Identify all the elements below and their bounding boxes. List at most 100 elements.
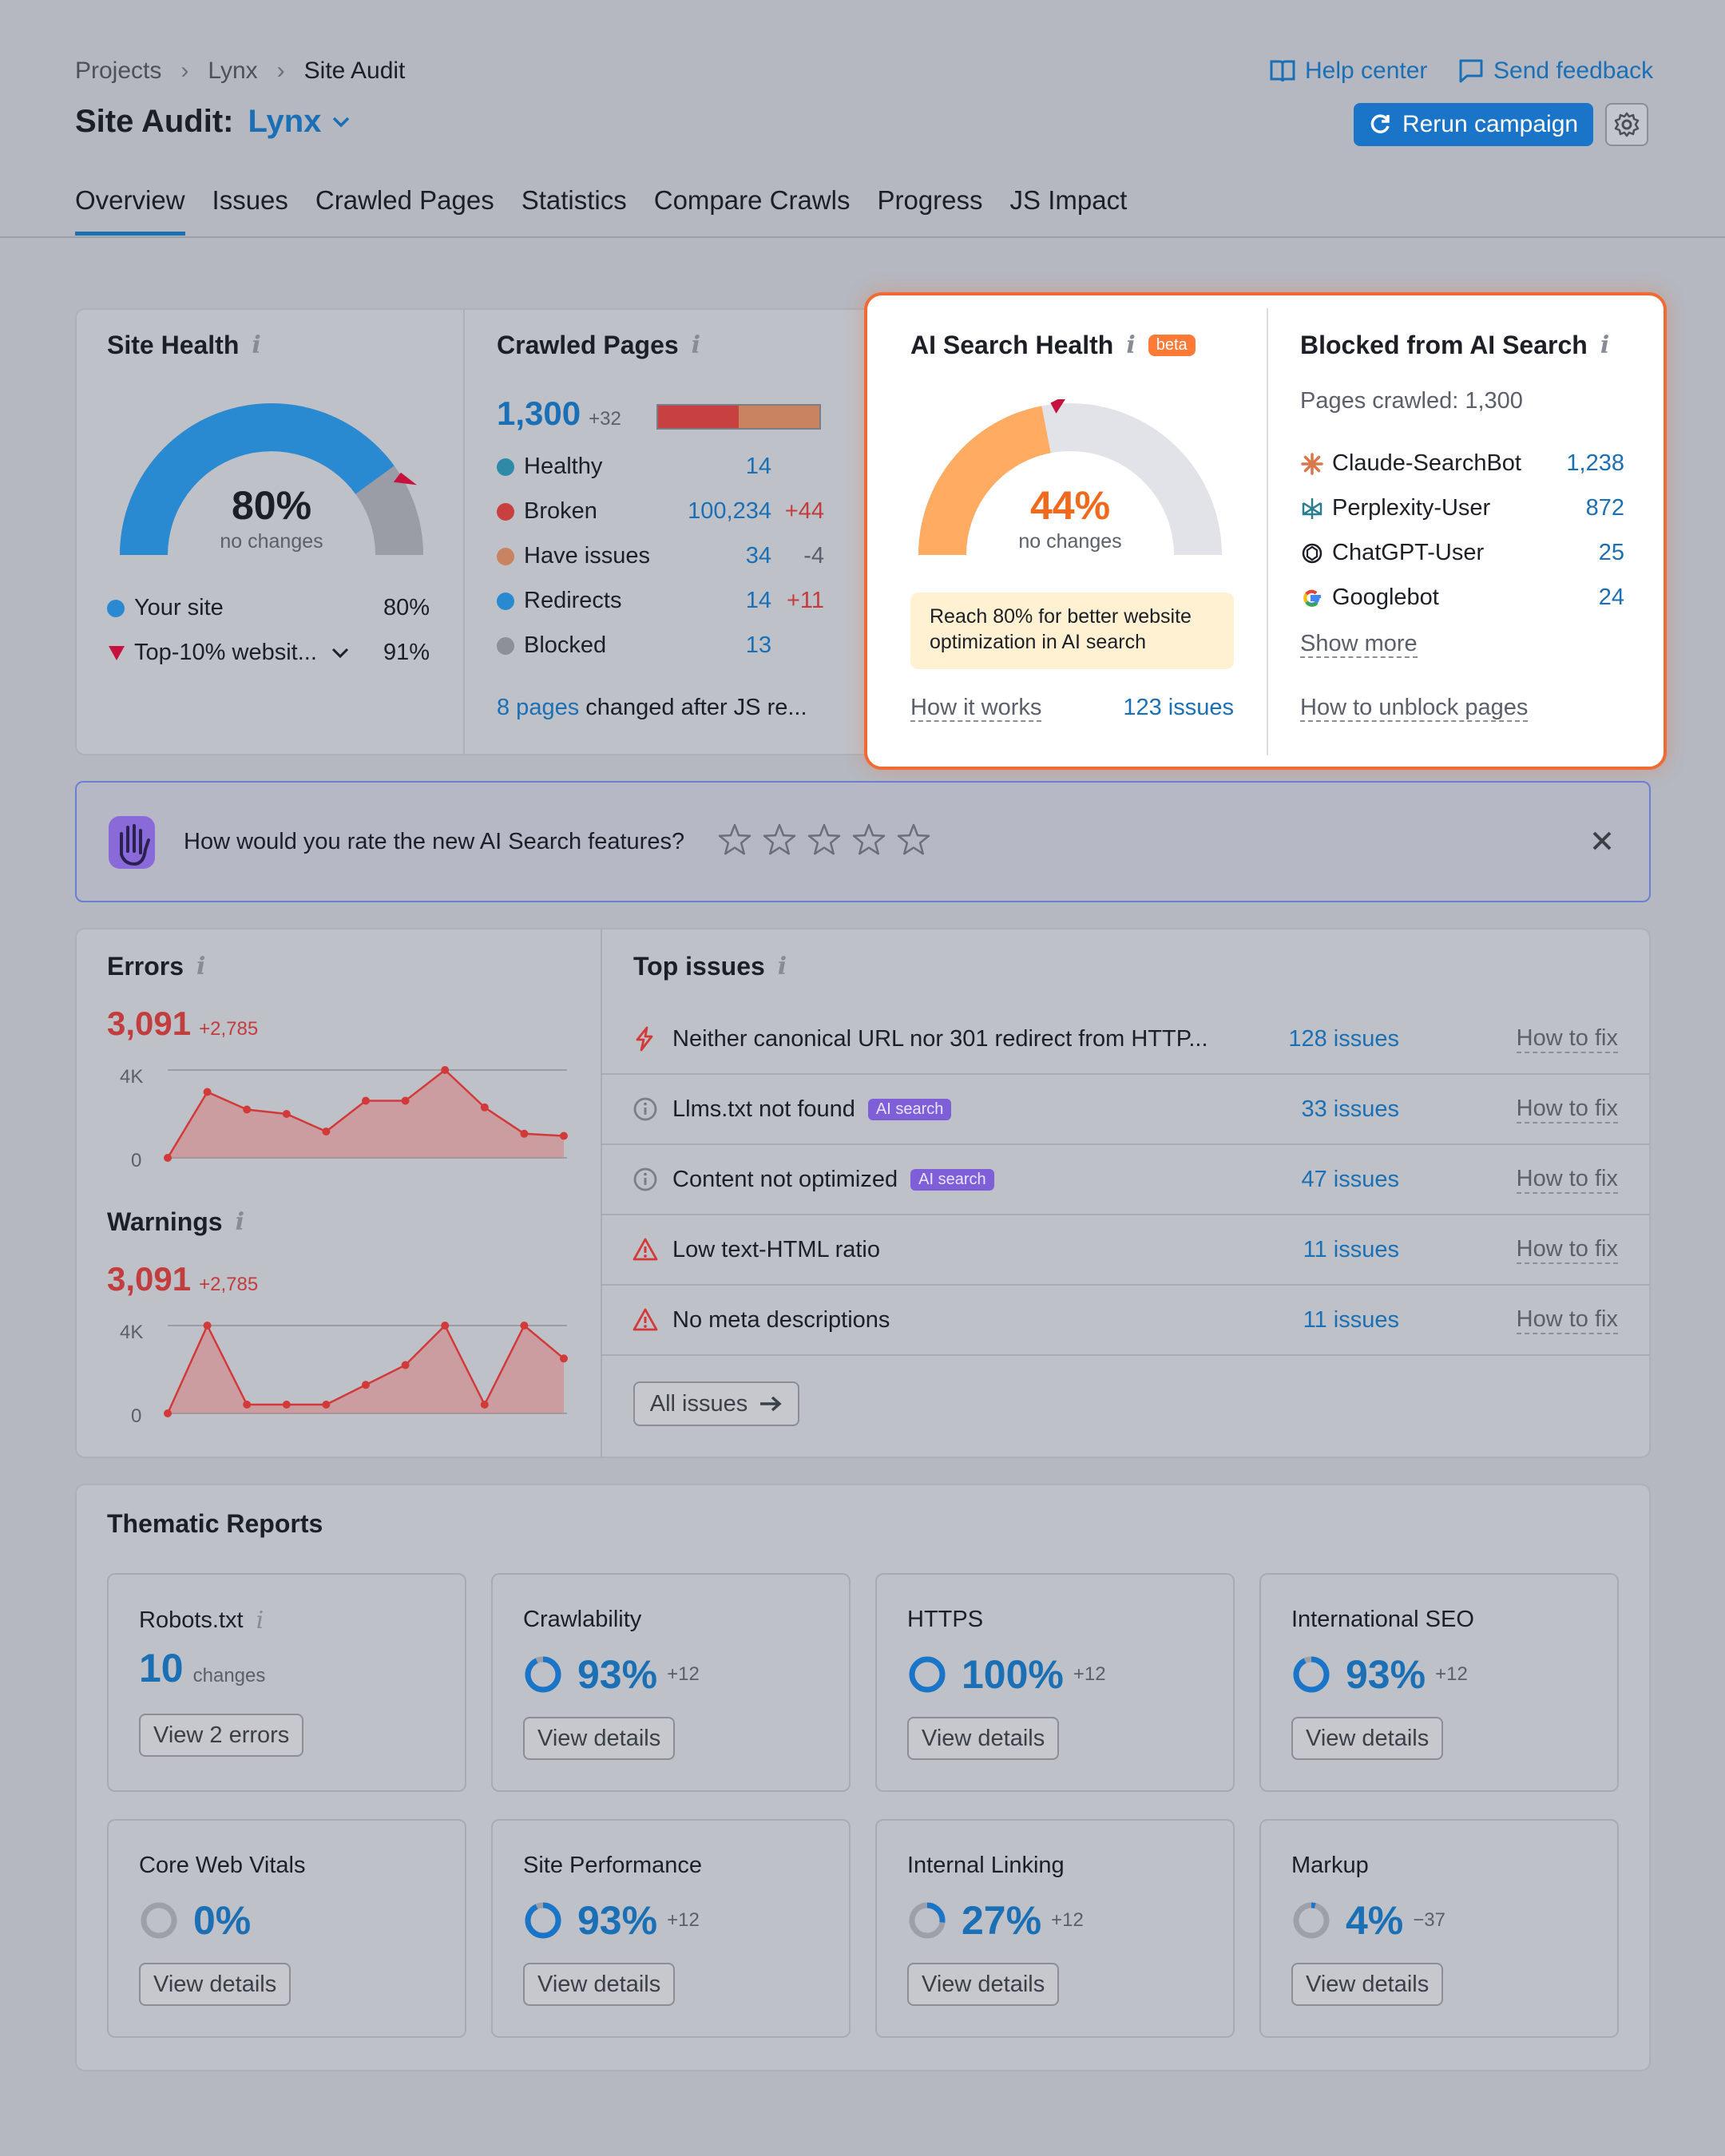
tab-compare-crawls[interactable]: Compare Crawls [653,185,851,215]
errors-point[interactable] [441,1066,450,1074]
info-icon[interactable]: i [256,1607,264,1635]
close-icon[interactable] [1592,830,1612,851]
star-icon[interactable] [896,822,931,858]
issue-count-link[interactable]: 33 issues [1301,1096,1399,1122]
errors-value[interactable]: 3,091 [107,1005,192,1042]
bot-count[interactable]: 872 [1585,495,1624,521]
how-to-fix-link[interactable]: How to fix [1516,1166,1618,1194]
warnings-point[interactable] [520,1322,529,1330]
errors-point[interactable] [362,1096,370,1105]
bot-count[interactable]: 25 [1598,540,1624,565]
warnings-point[interactable] [560,1354,568,1363]
view-details-button[interactable]: View details [907,1963,1060,2006]
crawled-row[interactable]: Broken 100,234 +44 [497,498,824,525]
errors-point[interactable] [560,1132,568,1140]
tab-statistics[interactable]: Statistics [521,185,627,215]
issue-count-link[interactable]: 128 issues [1288,1025,1399,1052]
star-icon[interactable] [762,822,797,858]
warnings-point[interactable] [480,1401,489,1409]
how-it-works-link[interactable]: How it works [910,695,1042,722]
settings-button[interactable] [1605,103,1648,146]
issue-count-link[interactable]: 11 issues [1303,1306,1399,1333]
report-title: Internal Linking [907,1853,1065,1878]
info-icon[interactable]: i [1126,331,1136,359]
how-to-fix-link[interactable]: How to fix [1516,1236,1618,1264]
ai-issues-link[interactable]: 123 issues [1123,695,1234,720]
warnings-point[interactable] [243,1401,252,1409]
warnings-point[interactable] [362,1381,370,1389]
tab-overview[interactable]: Overview [75,185,185,236]
all-issues-button[interactable]: All issues [633,1381,799,1426]
errors-point[interactable] [480,1103,489,1112]
site-health-sub: no changes [220,530,323,553]
crawled-row[interactable]: Redirects 14 +11 [497,588,824,614]
info-icon[interactable]: i [691,331,701,359]
star-icon[interactable] [717,822,752,858]
crawled-row-value[interactable]: 100,234 [688,498,771,524]
tab-progress[interactable]: Progress [877,185,983,215]
errors-point[interactable] [243,1105,252,1114]
js-changed-link[interactable]: 8 pages [497,695,580,720]
warnings-point[interactable] [164,1409,172,1417]
errors-point[interactable] [282,1110,291,1118]
view-errors-button[interactable]: View 2 errors [139,1714,304,1757]
warnings-point[interactable] [441,1322,450,1330]
project-selector[interactable]: Lynx [248,104,351,140]
chevron-down-icon[interactable] [331,648,349,659]
info-icon[interactable]: i [252,331,261,359]
crawled-row-value[interactable]: 34 [745,543,771,569]
tab-issues[interactable]: Issues [212,185,288,215]
how-to-fix-link[interactable]: How to fix [1516,1025,1618,1053]
errors-point[interactable] [401,1096,410,1105]
crawled-row-value[interactable]: 14 [745,454,771,479]
bot-count[interactable]: 1,238 [1566,450,1624,476]
how-unblock-link[interactable]: How to unblock pages [1300,695,1529,722]
info-icon[interactable]: i [777,953,787,981]
issue-count-link[interactable]: 11 issues [1303,1236,1399,1262]
bot-count[interactable]: 24 [1598,585,1624,610]
view-details-button[interactable]: View details [1291,1717,1444,1760]
issue-text[interactable]: Low text-HTML ratio [672,1236,880,1262]
star-icon[interactable] [851,822,886,858]
errors-point[interactable] [164,1154,172,1162]
warnings-point[interactable] [401,1361,410,1369]
crawled-row-value[interactable]: 14 [745,588,771,613]
info-icon[interactable]: i [235,1208,244,1236]
how-to-fix-link[interactable]: How to fix [1516,1096,1618,1124]
warnings-point[interactable] [322,1401,331,1409]
crawled-total-value[interactable]: 1,300 [497,394,581,432]
crawled-row[interactable]: Healthy 14 [497,454,824,480]
errors-point[interactable] [322,1128,331,1135]
breadcrumb-projects[interactable]: Projects [75,57,162,84]
how-to-fix-link[interactable]: How to fix [1516,1306,1618,1334]
issue-text[interactable]: Llms.txt not found [672,1096,855,1122]
issue-text[interactable]: Neither canonical URL nor 301 redirect f… [672,1025,1208,1052]
warnings-area [168,1326,564,1413]
warnings-point[interactable] [282,1401,291,1409]
issue-count-link[interactable]: 47 issues [1301,1166,1399,1192]
view-details-button[interactable]: View details [139,1963,291,2006]
warnings-value[interactable]: 3,091 [107,1260,192,1298]
star-icon[interactable] [807,822,842,858]
info-icon[interactable]: i [1600,331,1610,359]
send-feedback-link[interactable]: Send feedback [1458,57,1653,85]
tab-js-impact[interactable]: JS Impact [1009,185,1128,215]
help-center-link[interactable]: Help center [1270,57,1427,85]
info-icon[interactable]: i [196,953,206,981]
issue-text[interactable]: Content not optimized [672,1166,898,1192]
warnings-point[interactable] [203,1322,212,1330]
breadcrumb-lynx[interactable]: Lynx [208,57,258,84]
view-details-button[interactable]: View details [523,1717,676,1760]
rerun-campaign-button[interactable]: Rerun campaign [1354,103,1593,146]
view-details-button[interactable]: View details [523,1963,676,2006]
view-details-button[interactable]: View details [1291,1963,1444,2006]
errors-point[interactable] [203,1088,212,1096]
crawled-row[interactable]: Blocked 13 [497,632,824,659]
errors-point[interactable] [520,1129,529,1138]
crawled-row-value[interactable]: 13 [745,632,771,658]
view-details-button[interactable]: View details [907,1717,1060,1760]
crawled-row[interactable]: Have issues 34 -4 [497,543,824,569]
issue-text[interactable]: No meta descriptions [672,1306,890,1333]
tab-crawled-pages[interactable]: Crawled Pages [315,185,494,215]
show-more-link[interactable]: Show more [1300,631,1418,658]
